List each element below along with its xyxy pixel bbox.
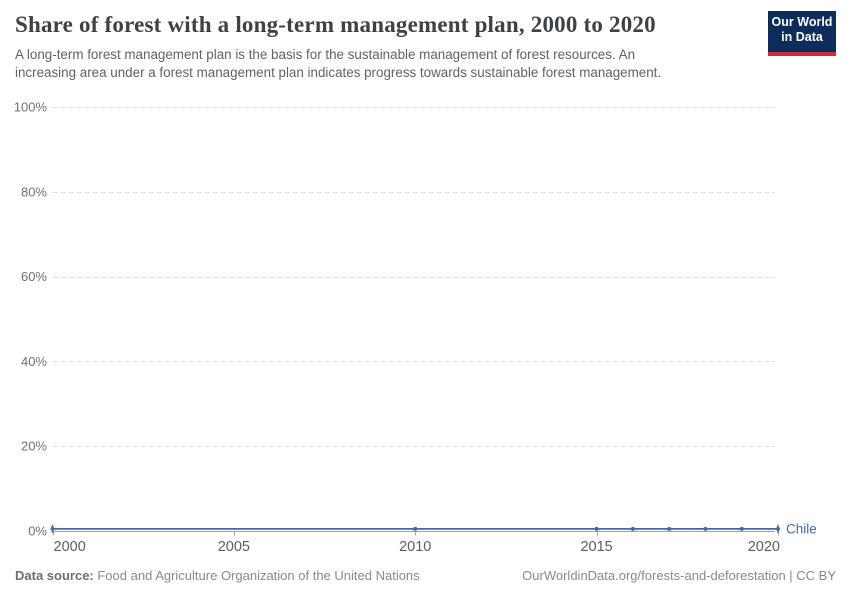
y-tick-label: 80% <box>21 184 47 199</box>
owid-logo-line2: in Data <box>781 30 823 44</box>
y-tick-label: 100% <box>14 100 48 115</box>
data-point-marker[interactable] <box>413 526 418 531</box>
subtitle-line: A long-term forest management plan is th… <box>15 47 636 62</box>
chart-footer: Data source: Food and Agriculture Organi… <box>15 568 836 583</box>
x-tick-label: 2020 <box>748 539 780 555</box>
data-point-marker[interactable] <box>739 526 744 531</box>
data-source-label: Data source: <box>15 568 94 583</box>
series-label[interactable]: Chile <box>786 521 817 536</box>
owid-logo-red-bar <box>768 52 836 56</box>
x-tick-label: 2000 <box>54 539 86 555</box>
y-tick-label: 20% <box>21 439 47 454</box>
data-point-marker[interactable] <box>703 526 708 531</box>
data-point-marker[interactable] <box>630 526 635 531</box>
page-title: Share of forest with a long-term managem… <box>15 12 656 37</box>
y-tick-label: 40% <box>21 354 47 369</box>
data-source-note: Data source: Food and Agriculture Organi… <box>15 568 420 583</box>
data-source-text: Food and Agriculture Organization of the… <box>93 568 420 583</box>
subtitle-line: increasing area under a forest managemen… <box>15 65 662 80</box>
data-point-marker[interactable] <box>50 526 55 531</box>
x-tick-label: 2005 <box>218 539 250 555</box>
y-tick-label: 0% <box>28 524 47 539</box>
data-point-marker[interactable] <box>667 526 672 531</box>
y-tick-label: 60% <box>21 269 47 284</box>
credit-link[interactable]: OurWorldinData.org/forests-and-deforesta… <box>522 568 836 583</box>
chart-subtitle: A long-term forest management plan is th… <box>15 46 760 82</box>
x-tick-label: 2010 <box>399 539 431 555</box>
x-tick-label: 2015 <box>580 539 612 555</box>
owid-logo[interactable]: Our World in Data <box>768 11 836 56</box>
data-point-marker[interactable] <box>776 526 780 531</box>
owid-logo-line1: Our World <box>771 15 833 29</box>
data-point-marker[interactable] <box>594 526 599 531</box>
chart-header: Share of forest with a long-term managem… <box>15 12 760 82</box>
